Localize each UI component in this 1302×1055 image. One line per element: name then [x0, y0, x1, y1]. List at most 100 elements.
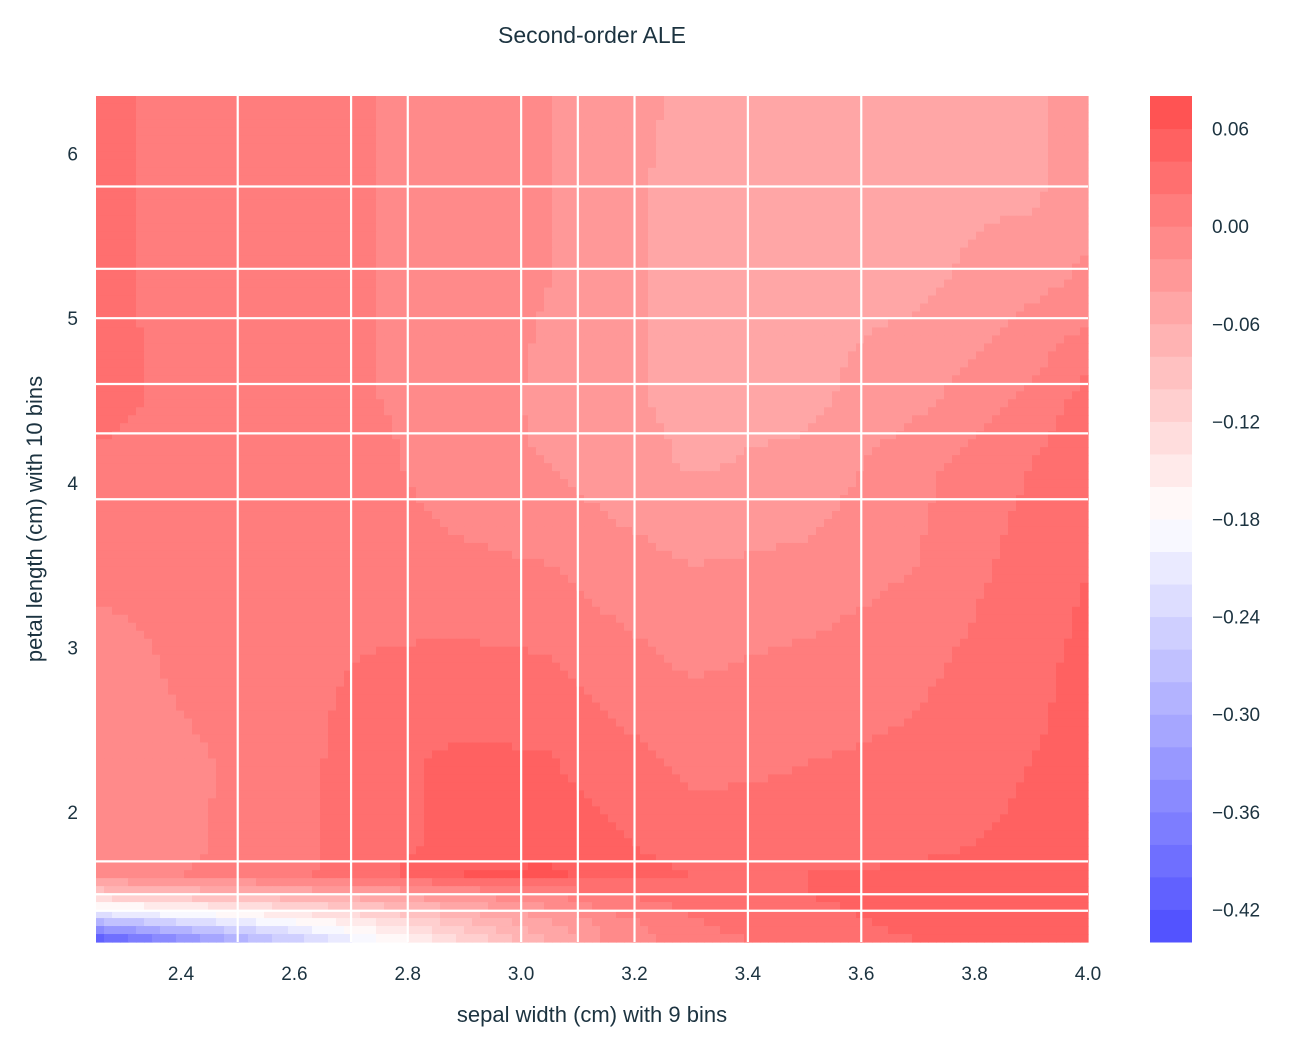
contour-cell [1040, 295, 1049, 305]
contour-cell [616, 183, 625, 193]
contour-cell [392, 367, 401, 376]
contour-cell [840, 119, 849, 129]
contour-cell [720, 295, 729, 305]
contour-cell [280, 255, 289, 265]
contour-cell [872, 103, 881, 113]
contour-cell [520, 255, 529, 265]
contour-cell [264, 415, 273, 424]
contour-cell [800, 135, 809, 145]
contour-cell [384, 399, 393, 408]
contour-cell [560, 239, 569, 249]
contour-cell [968, 367, 977, 376]
contour-cell [624, 119, 633, 129]
contour-cell [824, 287, 833, 297]
contour-cell [496, 231, 505, 241]
contour-cell [600, 103, 609, 113]
contour-cell [768, 215, 777, 225]
contour-cell [384, 319, 393, 329]
contour-cell [648, 383, 657, 392]
contour-cell [520, 231, 529, 241]
contour-cell [464, 191, 473, 201]
contour-cell [560, 119, 569, 129]
contour-cell [624, 111, 633, 121]
contour-cell [368, 367, 377, 376]
contour-cell [944, 167, 953, 177]
contour-cell [760, 135, 769, 145]
contour-cell [584, 295, 593, 305]
contour-cell [736, 311, 745, 321]
contour-cell [664, 167, 673, 177]
contour-cell [680, 143, 689, 153]
contour-cell [384, 215, 393, 225]
contour-cell [936, 223, 945, 233]
contour-cell [224, 247, 233, 257]
contour-cell [280, 207, 289, 217]
contour-cell [848, 247, 857, 257]
contour-cell [1008, 167, 1017, 177]
contour-cell [672, 199, 681, 209]
contour-cell [880, 135, 889, 145]
contour-cell [760, 375, 769, 384]
contour-cell [480, 271, 489, 281]
contour-cell [768, 183, 777, 193]
contour-cell [320, 207, 329, 217]
contour-cell [216, 231, 225, 241]
contour-cell [408, 215, 417, 225]
contour-cell [872, 143, 881, 153]
contour-cell [640, 111, 649, 121]
contour-cell [216, 199, 225, 209]
contour-cell [984, 111, 993, 121]
contour-cell [888, 399, 897, 408]
contour-cell [544, 191, 553, 201]
contour-cell [992, 183, 1001, 193]
contour-cell [352, 287, 361, 297]
contour-cell [1064, 183, 1073, 193]
contour-cell [120, 119, 129, 129]
contour-cell [936, 383, 945, 392]
contour-cell [960, 231, 969, 241]
contour-cell [320, 239, 329, 249]
contour-cell [928, 223, 937, 233]
contour-cell [864, 383, 873, 392]
contour-cell [904, 111, 913, 121]
contour-cell [928, 159, 937, 169]
contour-cell [960, 199, 969, 209]
contour-cell [360, 271, 369, 281]
contour-cell [280, 96, 289, 105]
contour-cell [416, 199, 425, 209]
contour-cell [824, 135, 833, 145]
contour-cell [1056, 215, 1065, 225]
contour-cell [1016, 167, 1025, 177]
contour-cell [240, 351, 249, 360]
contour-cell [336, 96, 345, 105]
contour-cell [896, 391, 905, 400]
contour-cell [456, 255, 465, 265]
contour-cell [808, 375, 817, 384]
contour-cell [232, 119, 241, 129]
contour-cell [456, 295, 465, 305]
contour-cell [608, 295, 617, 305]
contour-cell [376, 167, 385, 177]
contour-cell [696, 239, 705, 249]
contour-cell [648, 319, 657, 329]
contour-cell [632, 399, 641, 408]
contour-cell [368, 295, 377, 305]
contour-cell [624, 127, 633, 137]
contour-cell [328, 103, 337, 113]
contour-cell [656, 151, 665, 161]
contour-cell [240, 159, 249, 169]
contour-cell [560, 207, 569, 217]
contour-cell [320, 183, 329, 193]
contour-cell [752, 96, 761, 105]
contour-cell [296, 359, 305, 368]
contour-cell [1048, 351, 1057, 360]
contour-cell [480, 295, 489, 305]
contour-cell [592, 175, 601, 185]
contour-cell [456, 303, 465, 313]
contour-cell [128, 151, 137, 161]
contour-cell [696, 287, 705, 297]
contour-cell [928, 207, 937, 217]
contour-cell [360, 279, 369, 289]
contour-cell [552, 255, 561, 265]
contour-cell [240, 391, 249, 400]
